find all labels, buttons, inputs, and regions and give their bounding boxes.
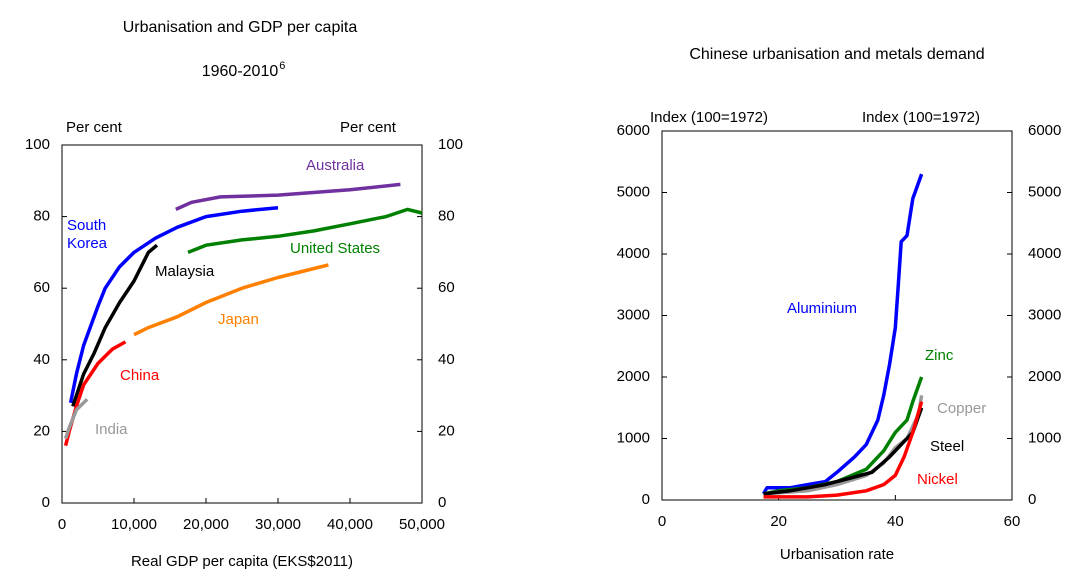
y-tick-label: 80 — [33, 208, 50, 225]
series-label: Aluminium — [787, 300, 858, 317]
y2-tick-label: 0 — [438, 494, 446, 511]
series-line — [763, 376, 924, 496]
y-axis-label: Index (100=1972) — [650, 109, 768, 126]
y-tick-label: 2000 — [617, 368, 650, 385]
y2-tick-label: 5000 — [1028, 183, 1061, 200]
y2-tick-label: 80 — [438, 208, 455, 225]
series-label: Malaysia — [155, 263, 215, 280]
y-axis-label: Per cent — [66, 119, 123, 136]
chart-title: Chinese urbanisation and metals demand — [689, 46, 984, 63]
series-label: Nickel — [917, 471, 958, 488]
series-label: China — [120, 367, 160, 384]
y-tick-label: 0 — [42, 494, 50, 511]
x-tick-label: 10,000 — [111, 516, 157, 533]
series-line — [187, 207, 423, 255]
x-tick-label: 20 — [770, 513, 787, 530]
y2-tick-label: 6000 — [1028, 122, 1061, 139]
y2-tick-label: 40 — [438, 351, 455, 368]
series-line — [763, 401, 924, 499]
x-tick-label: 40,000 — [327, 516, 373, 533]
series-line — [71, 243, 159, 407]
x-tick-label: 20,000 — [183, 516, 229, 533]
series-label: United States — [290, 240, 381, 257]
x-tick-label: 30,000 — [255, 516, 301, 533]
x-tick-label: 40 — [887, 513, 904, 530]
y-tick-label: 1000 — [617, 429, 650, 446]
subtitle-note: 6 — [279, 60, 285, 72]
y-tick-label: 3000 — [617, 306, 650, 323]
series-label: Japan — [218, 311, 259, 328]
y-tick-label: 4000 — [617, 245, 650, 262]
y-tick-label: 6000 — [617, 122, 650, 139]
y2-tick-label: 3000 — [1028, 306, 1061, 323]
y-tick-label: 5000 — [617, 183, 650, 200]
y-tick-label: 100 — [25, 136, 50, 153]
y-tick-label: 20 — [33, 422, 50, 439]
y-tick-label: 60 — [33, 279, 50, 296]
series-line — [761, 173, 924, 495]
y2-tick-label: 0 — [1028, 491, 1036, 508]
y2-axis-label: Per cent — [340, 119, 397, 136]
plot-frame — [61, 144, 423, 504]
series-label: Australia — [306, 157, 365, 174]
y2-tick-label: 1000 — [1028, 429, 1061, 446]
x-tick-label: 50,000 — [399, 516, 445, 533]
y2-tick-label: 100 — [438, 136, 463, 153]
y2-axis-label: Index (100=1972) — [862, 109, 980, 126]
series-label: Copper — [937, 400, 987, 417]
y2-tick-label: 60 — [438, 279, 455, 296]
series-line — [763, 407, 924, 496]
series-label: Steel — [930, 438, 965, 455]
series-line — [63, 397, 89, 440]
chart-subtitle: 1960-2010 — [202, 63, 279, 80]
x-axis-label: Real GDP per capita (EKS$2011) — [131, 553, 353, 570]
series-label: Zinc — [925, 347, 954, 364]
y-tick-label: 0 — [642, 491, 650, 508]
series-label: India — [95, 421, 128, 438]
y2-tick-label: 4000 — [1028, 245, 1061, 262]
y2-tick-label: 20 — [438, 422, 455, 439]
x-axis-label: Urbanisation rate — [780, 546, 894, 563]
x-tick-label: 0 — [658, 513, 666, 530]
x-tick-label: 0 — [58, 516, 66, 533]
chart-title: Urbanisation and GDP per capita — [123, 19, 358, 36]
series-label: South Korea — [67, 217, 108, 252]
x-tick-label: 60 — [1004, 513, 1021, 530]
y-tick-label: 40 — [33, 351, 50, 368]
series-line — [68, 205, 279, 404]
y2-tick-label: 2000 — [1028, 368, 1061, 385]
series-line — [175, 182, 401, 211]
series-line — [133, 263, 329, 337]
